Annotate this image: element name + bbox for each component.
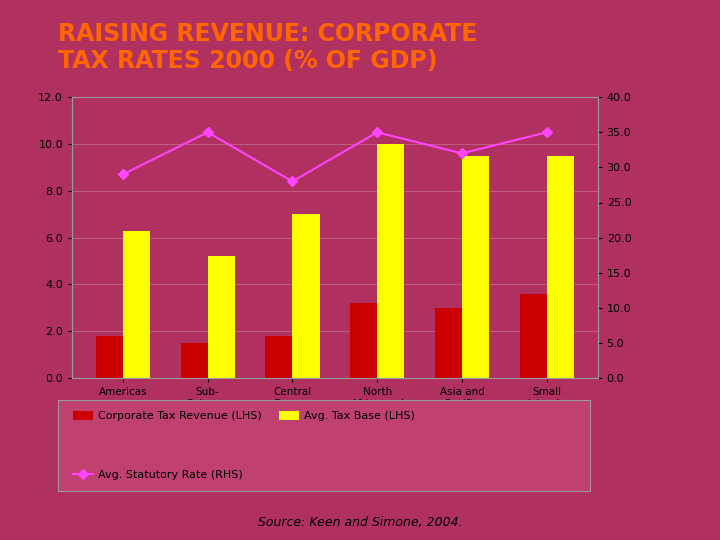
Bar: [462, 156, 489, 378]
Bar: [520, 294, 546, 378]
Text: Source: Keen and Simone, 2004.: Source: Keen and Simone, 2004.: [258, 516, 462, 529]
Bar: [435, 308, 462, 378]
Bar: [546, 156, 574, 378]
Bar: [96, 336, 123, 378]
Bar: [292, 214, 320, 378]
Bar: [350, 303, 377, 378]
Legend: Avg. Statutory Rate (RHS): Avg. Statutory Rate (RHS): [68, 465, 248, 485]
Bar: [265, 336, 292, 378]
Bar: [207, 256, 235, 378]
Bar: [377, 144, 405, 378]
Bar: [181, 343, 207, 378]
Text: RAISING REVENUE: CORPORATE
TAX RATES 2000 (% OF GDP): RAISING REVENUE: CORPORATE TAX RATES 200…: [58, 22, 477, 73]
Bar: [123, 231, 150, 378]
